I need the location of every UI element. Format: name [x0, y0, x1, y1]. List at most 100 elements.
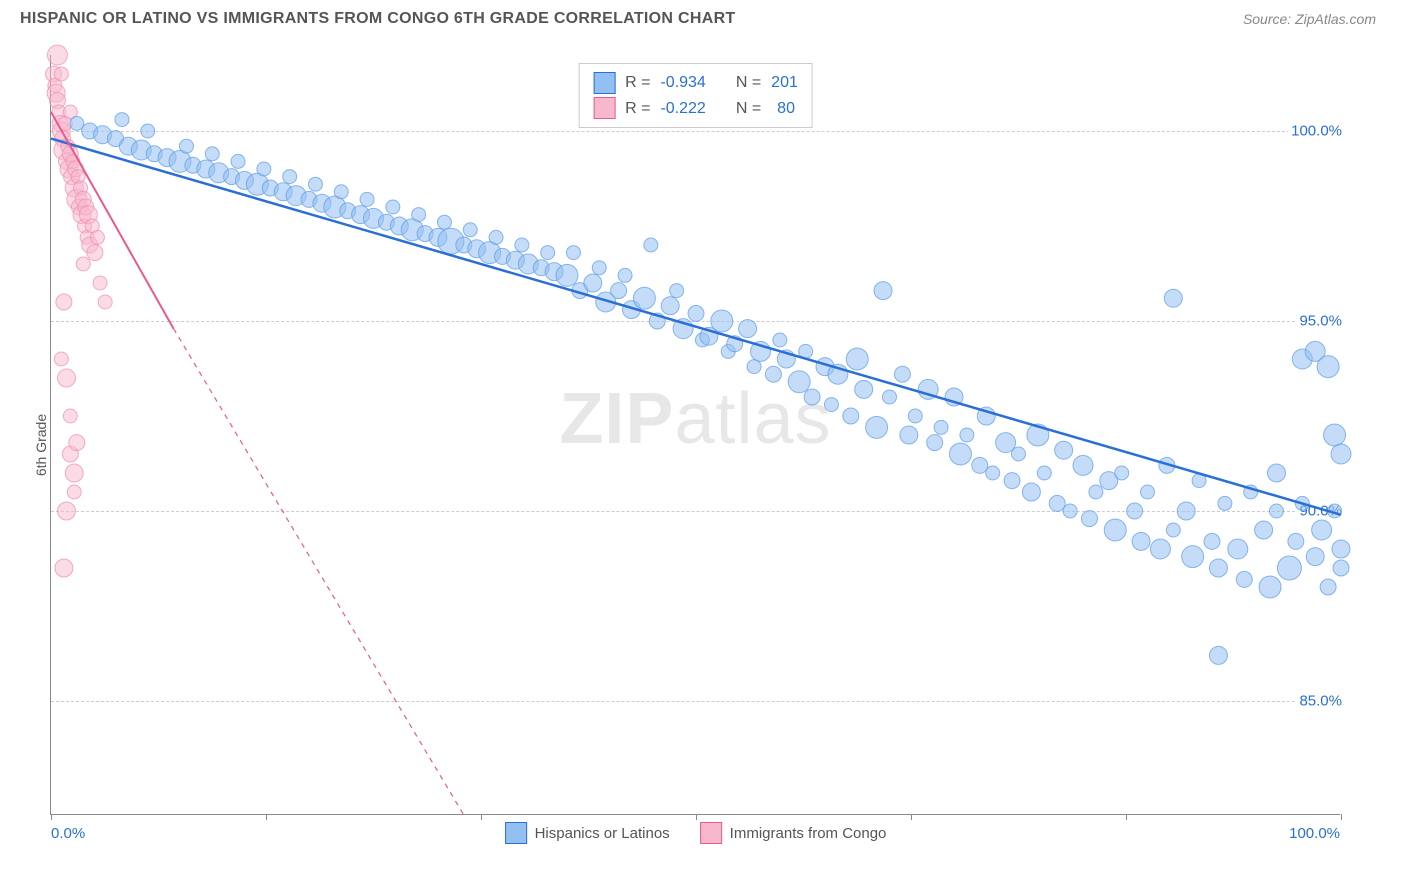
data-point: [1333, 560, 1349, 576]
data-point: [1063, 504, 1077, 518]
n-value-blue: 201: [771, 70, 798, 96]
data-point: [55, 559, 73, 577]
data-point: [1150, 539, 1170, 559]
data-point: [63, 409, 77, 423]
data-point: [1332, 540, 1350, 558]
data-point: [67, 485, 81, 499]
data-point: [1204, 533, 1220, 549]
data-point: [489, 230, 503, 244]
r-label: R =: [625, 96, 650, 122]
data-point: [1049, 495, 1065, 511]
data-point: [584, 274, 602, 292]
x-axis-min-label: 0.0%: [51, 825, 85, 842]
x-tick: [1126, 814, 1127, 820]
data-point: [1164, 289, 1182, 307]
n-label: N =: [736, 96, 761, 122]
data-point: [412, 208, 426, 222]
data-point: [1182, 546, 1204, 568]
data-point: [257, 162, 271, 176]
data-point: [1081, 511, 1097, 527]
data-point: [855, 380, 873, 398]
data-point: [1141, 485, 1155, 499]
data-point: [1104, 519, 1126, 541]
data-point: [804, 389, 820, 405]
data-point: [47, 45, 67, 65]
y-axis-label: 6th Grade: [33, 414, 49, 476]
data-point: [93, 276, 107, 290]
data-point: [765, 366, 781, 382]
data-point: [894, 366, 910, 382]
data-point: [98, 295, 112, 309]
data-point: [773, 333, 787, 347]
data-point: [1127, 503, 1143, 519]
data-point: [231, 154, 245, 168]
data-point: [611, 283, 627, 299]
data-point: [1073, 455, 1093, 475]
data-point: [788, 371, 810, 393]
data-point: [1037, 466, 1051, 480]
legend-item-congo: Immigrants from Congo: [700, 822, 887, 844]
data-point: [283, 170, 297, 184]
x-axis-max-label: 100.0%: [1289, 825, 1340, 842]
data-point: [618, 268, 632, 282]
plot-region: ZIPatlas 85.0%90.0%95.0%100.0% R = -0.93…: [50, 55, 1340, 815]
data-point: [463, 223, 477, 237]
data-point: [1177, 502, 1195, 520]
data-point: [711, 310, 733, 332]
x-tick: [266, 814, 267, 820]
data-point: [1236, 571, 1252, 587]
legend-label-congo: Immigrants from Congo: [730, 825, 887, 842]
data-point: [670, 284, 684, 298]
data-point: [386, 200, 400, 214]
data-point: [908, 409, 922, 423]
data-point: [334, 185, 348, 199]
data-point: [960, 428, 974, 442]
data-point: [566, 246, 580, 260]
legend-item-hispanics: Hispanics or Latinos: [505, 822, 670, 844]
data-point: [1004, 473, 1020, 489]
data-point: [1324, 424, 1346, 446]
data-point: [1218, 496, 1232, 510]
legend-swatch-pink: [593, 97, 615, 119]
data-point: [1055, 441, 1073, 459]
x-tick: [696, 814, 697, 820]
data-point: [556, 264, 578, 286]
data-point: [1115, 466, 1129, 480]
trendline: [174, 329, 464, 815]
r-value-pink: -0.222: [660, 96, 705, 122]
x-tick: [1341, 814, 1342, 820]
chart-area: 6th Grade ZIPatlas 85.0%90.0%95.0%100.0%…: [50, 55, 1370, 835]
data-point: [308, 177, 322, 191]
data-point: [1022, 483, 1040, 501]
data-point: [54, 352, 68, 366]
data-point: [54, 67, 68, 81]
x-tick: [481, 814, 482, 820]
data-point: [57, 369, 75, 387]
n-label: N =: [736, 70, 761, 96]
data-point: [1277, 556, 1301, 580]
n-value-pink: 80: [771, 96, 795, 122]
data-point: [972, 457, 988, 473]
data-point: [1166, 523, 1180, 537]
legend-swatch-blue: [593, 72, 615, 94]
data-point: [1320, 579, 1336, 595]
x-tick: [51, 814, 52, 820]
chart-source: Source: ZipAtlas.com: [1243, 11, 1376, 27]
data-point: [986, 466, 1000, 480]
data-point: [843, 408, 859, 424]
data-point: [76, 257, 90, 271]
legend-label-hispanics: Hispanics or Latinos: [535, 825, 670, 842]
data-point: [633, 287, 655, 309]
data-point: [592, 261, 606, 275]
correlation-legend: R = -0.934 N = 201 R = -0.222 N = 80: [578, 63, 813, 128]
data-point: [141, 124, 155, 138]
r-value-blue: -0.934: [660, 70, 705, 96]
data-point: [57, 502, 75, 520]
data-point: [1268, 464, 1286, 482]
series-legend: Hispanics or Latinos Immigrants from Con…: [505, 822, 887, 844]
data-point: [65, 464, 83, 482]
data-point: [515, 238, 529, 252]
scatter-svg: [51, 55, 1341, 815]
data-point: [1132, 532, 1150, 550]
data-point: [1255, 521, 1273, 539]
